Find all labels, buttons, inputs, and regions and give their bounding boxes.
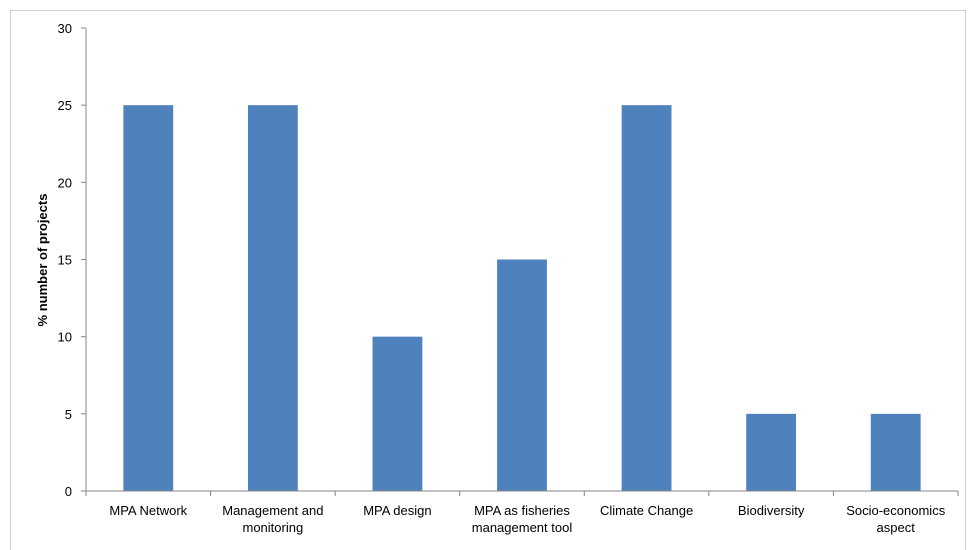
- y-tick-label: 20: [58, 175, 72, 190]
- x-tick-label-line: Biodiversity: [738, 503, 805, 518]
- bar: [372, 336, 423, 491]
- x-tick-label-line: Climate Change: [600, 503, 693, 518]
- y-tick-label: 5: [65, 407, 72, 422]
- bar: [247, 105, 298, 492]
- bar: [123, 105, 174, 492]
- x-tick-label-line: management tool: [472, 520, 573, 535]
- x-tick-label: Climate Change: [600, 503, 693, 518]
- x-tick-label-line: Management and: [222, 503, 323, 518]
- y-axis-title: % number of projects: [35, 194, 50, 327]
- y-axis-ticks: 0 5 10 15 20 25 30: [58, 21, 86, 499]
- x-tick-label-line: Socio-economics: [846, 503, 945, 518]
- x-axis-labels: MPA Network Management and monitoring MPA d…: [109, 503, 945, 535]
- bars: [123, 105, 921, 492]
- x-tick-label: Biodiversity: [738, 503, 805, 518]
- x-tick-label-line: aspect: [877, 520, 916, 535]
- x-tick-label: MPA design: [363, 503, 431, 518]
- x-tick-label-line: MPA design: [363, 503, 431, 518]
- bar: [746, 413, 797, 491]
- x-tick-label-line: MPA as fisheries: [474, 503, 570, 518]
- y-tick-label: 0: [65, 484, 72, 499]
- x-tick-label: MPA as fisheries management tool: [472, 503, 573, 535]
- bar: [870, 413, 921, 491]
- x-tick-label-line: MPA Network: [109, 503, 187, 518]
- x-tick-label: Socio-economics aspect: [846, 503, 945, 535]
- y-tick-label: 15: [58, 253, 72, 268]
- axes: [85, 28, 959, 496]
- bar: [497, 259, 547, 491]
- y-axis-title-group: % number of projects: [35, 194, 50, 327]
- y-tick-label: 10: [58, 330, 72, 345]
- x-tick-label: Management and monitoring: [222, 503, 323, 535]
- x-tick-label: MPA Network: [109, 503, 187, 518]
- bar: [621, 105, 672, 492]
- y-tick-label: 30: [58, 21, 72, 36]
- y-tick-label: 25: [58, 98, 72, 113]
- x-tick-label-line: monitoring: [243, 520, 304, 535]
